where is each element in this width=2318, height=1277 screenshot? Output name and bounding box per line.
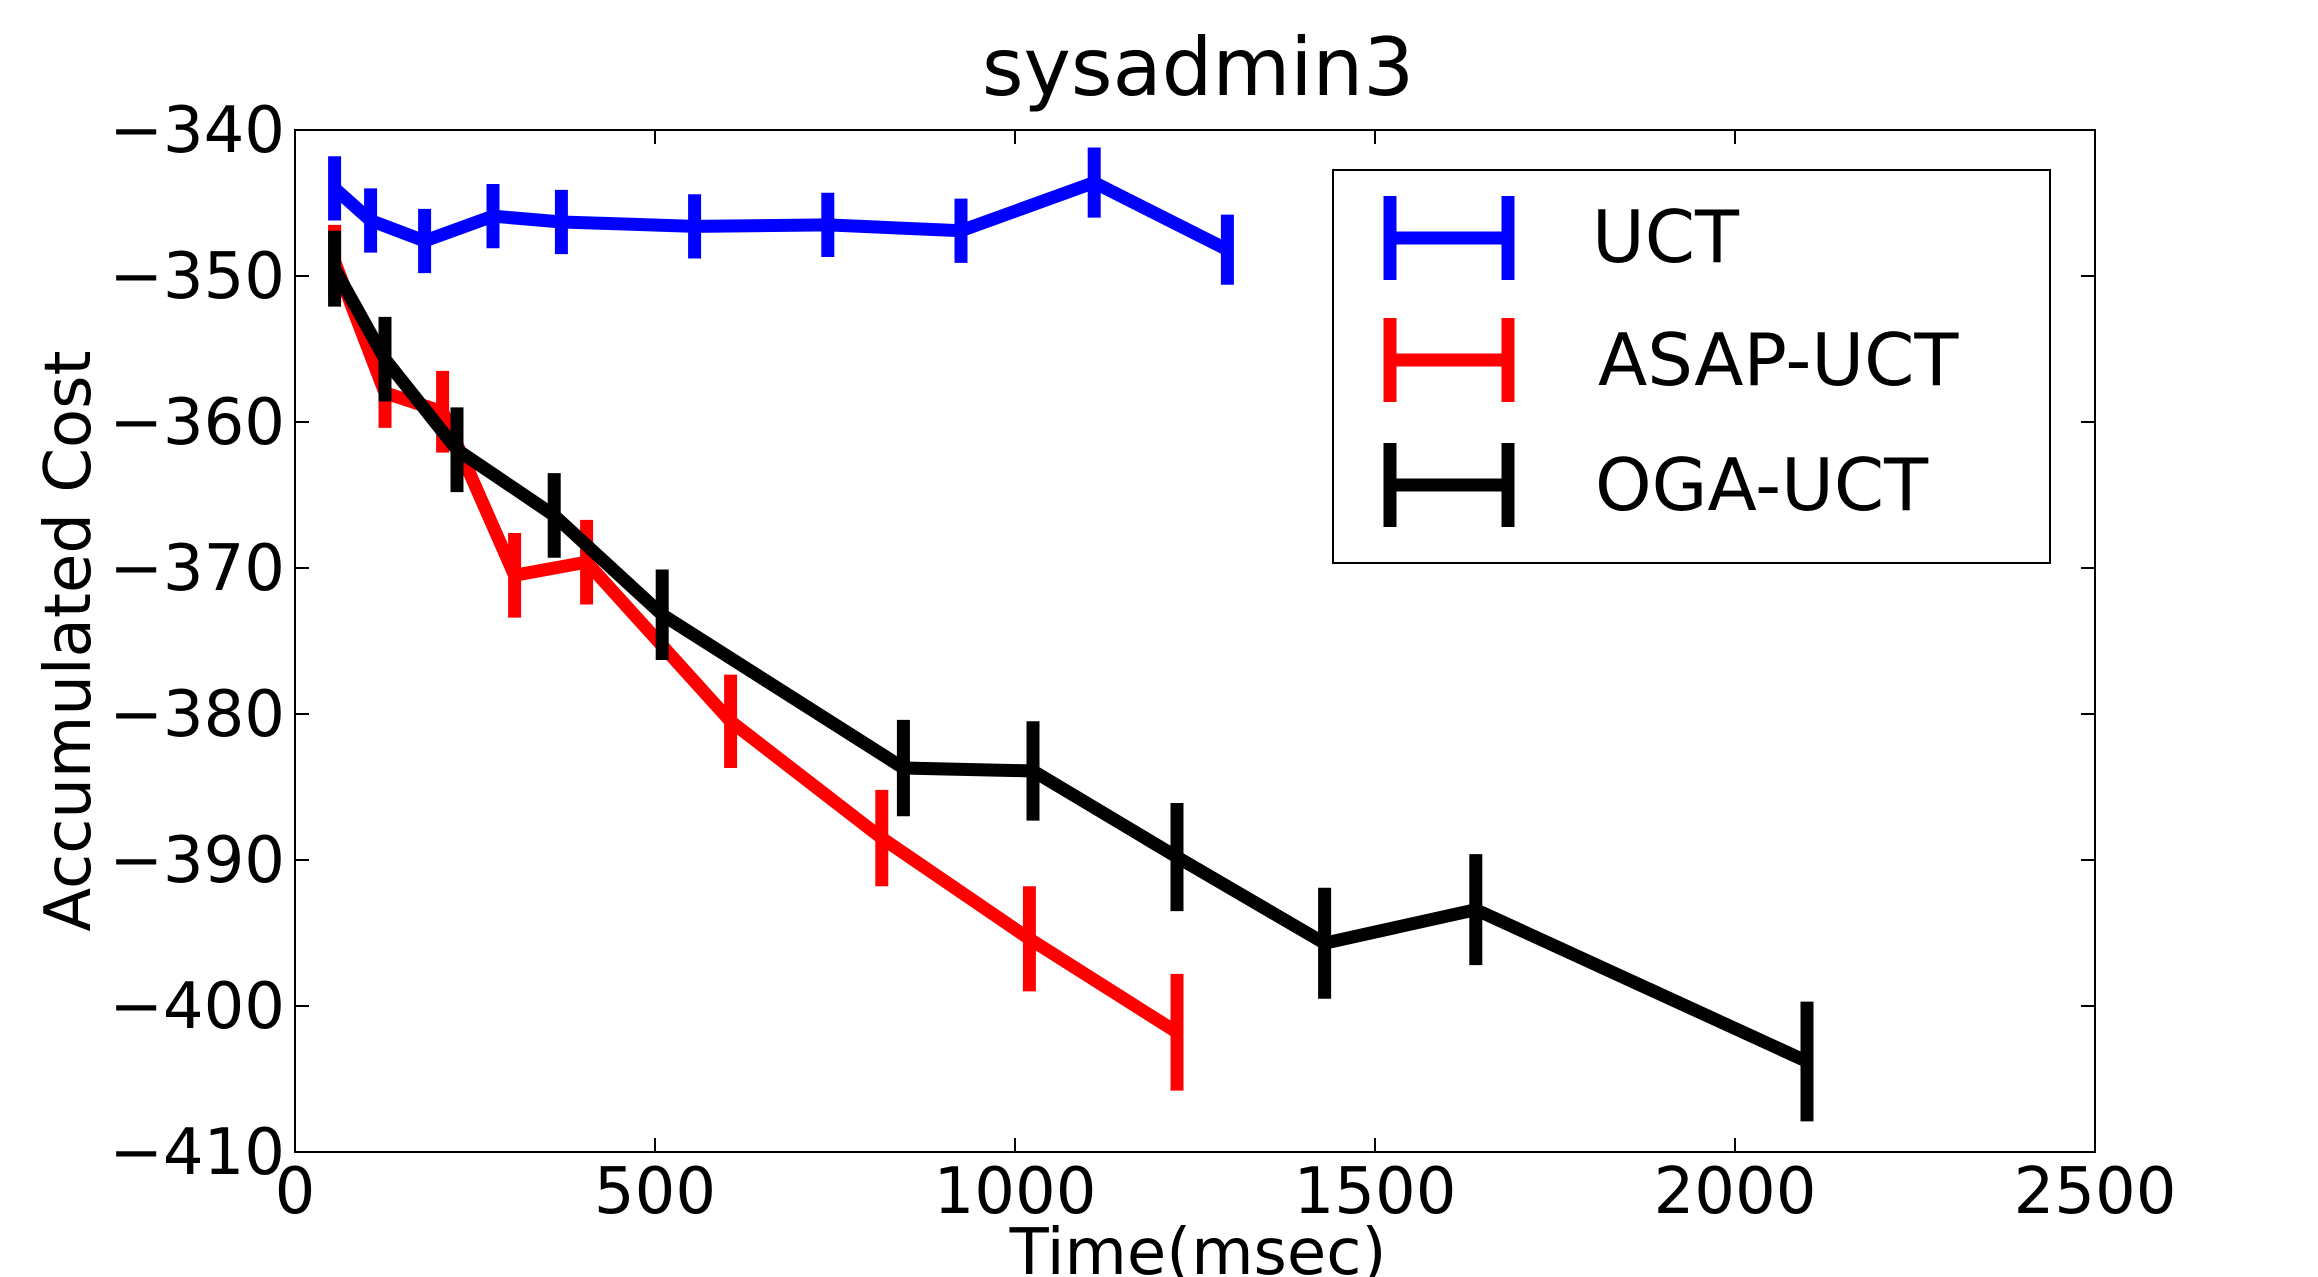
x-tick-label: 1500 [1294,1155,1457,1229]
y-axis: −340 −350 −360 −370 −380 −390 −400 −410 [109,94,2095,1190]
x-tick-label: 1000 [934,1155,1097,1229]
legend-label-uct: UCT [1592,195,1740,279]
plot-area: −340 −350 −360 −370 −380 −390 −400 −410 0 500 100… [109,94,2176,1229]
y-tick-label: −390 [109,824,285,898]
series-asap-uct [328,224,1184,1091]
y-tick-label: −360 [109,386,285,460]
y-tick-label: −340 [109,94,285,168]
y-tick-label: −370 [109,532,285,606]
plot-frame [294,129,2096,1153]
x-axis-label: Time(msec) [1009,1216,1387,1277]
legend-entry-oga-uct: OGA-UCT [1383,443,1929,527]
legend-entry-asap-uct: ASAP-UCT [1383,318,1959,402]
series-line-asap-uct [328,259,1181,1038]
x-tick-label: 2500 [2014,1155,2177,1229]
y-axis-label: Accumulated Cost [32,350,106,931]
chart-title: sysadmin3 [982,21,1414,114]
series-line-uct [330,175,1231,256]
x-tick-label: 500 [594,1155,716,1229]
y-tick-label: −410 [109,1116,285,1190]
y-tick-label: −380 [109,678,285,752]
series-oga-uct [328,230,1814,1122]
y-tick-label: −400 [109,970,285,1044]
legend: UCT ASAP-UCT OGA-UCT [1332,169,2051,564]
x-tick-label: 0 [275,1155,316,1229]
legend-label-oga-uct: OGA-UCT [1595,443,1929,527]
series-uct [328,147,1234,285]
x-tick-label: 2000 [1654,1155,1817,1229]
legend-entry-uct: UCT [1383,195,1740,280]
x-axis: 0 500 1000 1500 2000 2500 [275,130,2177,1229]
series-layer [328,147,1814,1122]
y-tick-label: −350 [109,240,285,314]
legend-label-asap-uct: ASAP-UCT [1598,318,1959,402]
